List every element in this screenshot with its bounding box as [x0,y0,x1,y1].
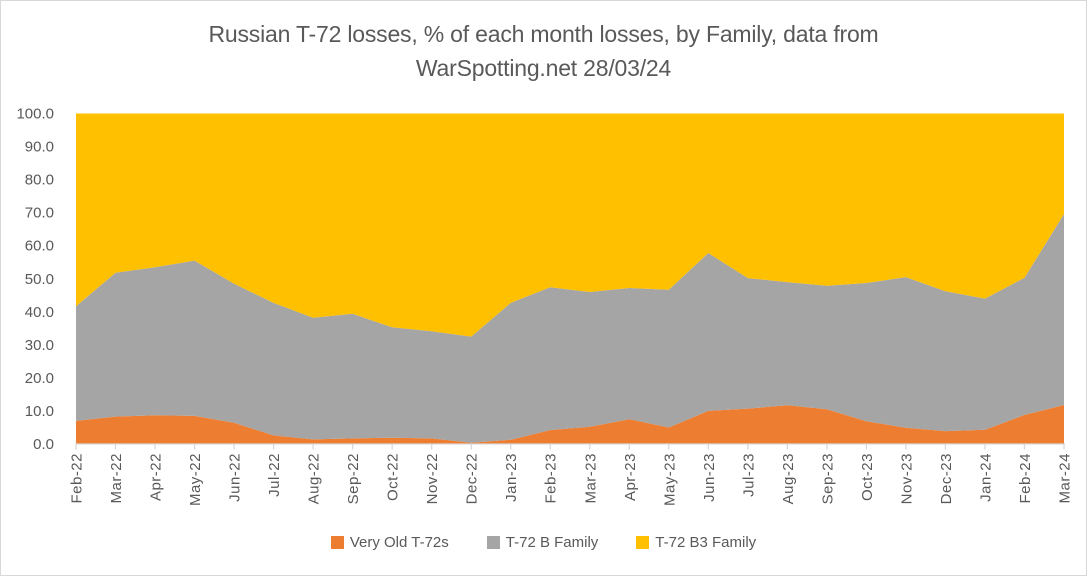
svg-text:20.0: 20.0 [25,370,54,387]
legend-item-t72-b3-family: T-72 B3 Family [636,534,756,551]
legend-label: T-72 B Family [505,534,599,551]
legend-item-t72-b-family: T-72 B Family [486,534,599,551]
area-t-72-b3-family [76,113,1064,337]
x-axis [75,443,1065,450]
svg-text:Jul-23: Jul-23 [740,453,757,497]
svg-text:Mar-22: Mar-22 [108,453,125,504]
svg-text:Oct-22: Oct-22 [385,453,402,501]
svg-text:Apr-22: Apr-22 [148,453,165,501]
svg-text:Feb-22: Feb-22 [69,453,86,504]
x-axis-labels: Feb-22 Mar-22 Apr-22 May-22 Jun-22 Jul-22 Aug-… [69,453,1074,506]
svg-text:70.0: 70.0 [25,205,54,222]
svg-text:Feb-24: Feb-24 [1017,453,1034,504]
svg-text:90.0: 90.0 [25,139,54,156]
svg-text:50.0: 50.0 [25,271,54,288]
legend-item-very-old-t72s: Very Old T-72s [330,534,449,551]
svg-text:10.0: 10.0 [25,403,54,420]
svg-text:Jul-22: Jul-22 [266,453,283,497]
svg-text:Sep-22: Sep-22 [345,453,362,504]
y-axis-labels: 0.0 10.0 20.0 30.0 40.0 50.0 60.0 70.0 80.0 90.0 1… [16,106,54,454]
area-series-group [76,113,1064,444]
legend-label: Very Old T-72s [349,534,449,551]
area-very-old-t-72s [76,405,1064,444]
svg-text:60.0: 60.0 [25,238,54,255]
svg-text:Jan-23: Jan-23 [503,453,520,502]
svg-text:May-23: May-23 [661,453,678,506]
legend-swatch-orange-icon [330,536,344,549]
svg-text:0.0: 0.0 [33,436,54,453]
chart-legend: Very Old T-72s T-72 B Family T-72 B3 Fam… [1,534,1086,551]
svg-text:Dec-22: Dec-22 [464,453,481,504]
svg-text:80.0: 80.0 [25,172,54,189]
svg-text:Dec-23: Dec-23 [938,453,955,504]
legend-swatch-yellow-icon [636,536,650,549]
legend-swatch-gray-icon [486,536,500,549]
legend-label: T-72 B3 Family [655,534,757,551]
svg-text:Jun-23: Jun-23 [701,453,718,502]
svg-text:Oct-23: Oct-23 [859,453,876,501]
svg-text:Nov-23: Nov-23 [898,453,915,504]
svg-text:Feb-23: Feb-23 [543,453,560,504]
svg-text:Sep-23: Sep-23 [819,453,836,504]
svg-text:Aug-22: Aug-22 [306,453,323,504]
area-t-72-b-family [76,214,1064,443]
svg-text:Mar-23: Mar-23 [582,453,599,504]
svg-text:100.0: 100.0 [16,106,54,123]
svg-text:Aug-23: Aug-23 [780,453,797,504]
svg-text:Nov-22: Nov-22 [424,453,441,504]
svg-text:Jan-24: Jan-24 [977,453,994,502]
svg-text:Apr-23: Apr-23 [622,453,639,501]
svg-text:30.0: 30.0 [25,337,54,354]
svg-text:Mar-24: Mar-24 [1057,453,1074,504]
chart-title: Russian T-72 losses, % of each month los… [208,21,879,81]
svg-text:Jun-22: Jun-22 [227,453,244,502]
svg-text:May-22: May-22 [187,453,204,506]
svg-text:40.0: 40.0 [25,304,54,321]
